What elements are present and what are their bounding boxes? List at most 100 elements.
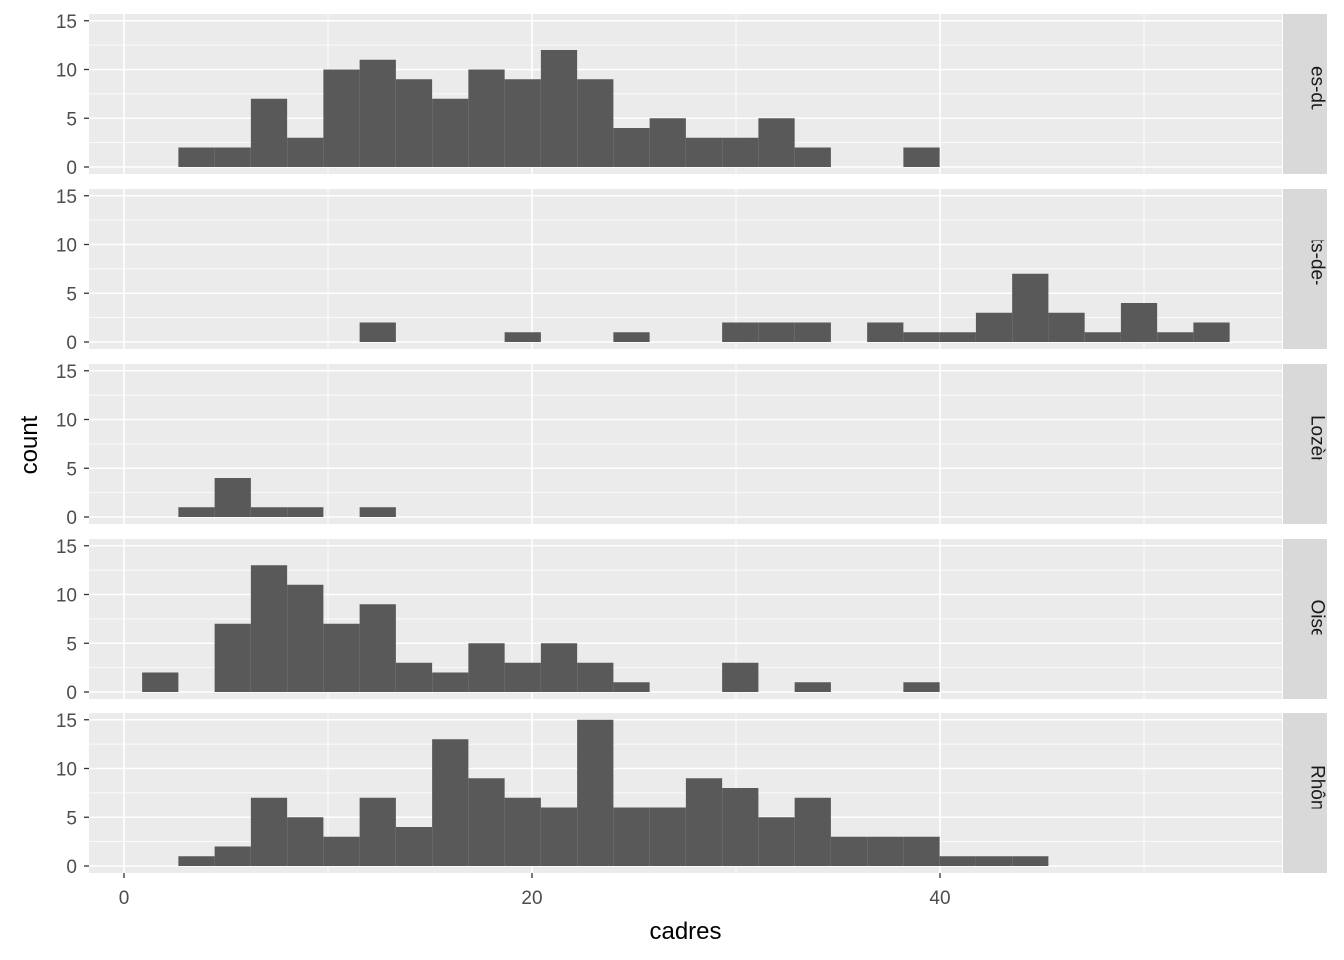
histogram-bar [287,137,324,167]
histogram-bar [504,79,541,167]
histogram-bar [359,507,396,517]
facet-panel: 0 5 10 15 Lozère [56,362,1328,529]
histogram-bar [540,50,578,167]
histogram-bar [758,322,795,342]
histogram-bar [178,507,215,517]
histogram-bar [323,623,360,692]
facet-strip-label: Bouches-du-Rhône [1307,12,1328,176]
x-tick-label: 20 [521,888,542,909]
y-tick-label: 0 [66,683,77,704]
histogram-bar [939,332,976,342]
facet-panel: 0 5 10 15 Bouches-du-Rhône [56,12,1328,179]
histogram-bar [468,778,505,866]
facet-strip-label: Oise [1307,599,1328,638]
histogram-bar [250,565,288,692]
histogram-bar [504,662,541,692]
facet-strip-label: Lozère [1307,415,1328,473]
histogram-bar [142,672,179,692]
histogram-bar [867,322,904,342]
histogram-bar [939,856,976,866]
y-tick-label: 10 [56,411,77,432]
y-tick-label: 15 [56,711,77,732]
histogram-bar [178,856,215,866]
histogram-bar [1012,856,1049,866]
histogram-bar [250,507,288,517]
histogram-bar [540,643,578,692]
histogram-bar [214,846,251,866]
histogram-bar [359,59,396,167]
histogram-bar [287,507,324,517]
histogram-bar [685,778,723,866]
facet-strip [1283,713,1327,873]
histogram-bar [504,332,541,342]
histogram-bar [758,118,795,167]
y-tick-label: 0 [66,508,77,529]
histogram-bar [649,807,686,866]
histogram-bar [613,332,650,342]
histogram-bar [178,147,215,167]
y-tick-label: 5 [66,808,77,829]
histogram-bar [287,584,324,692]
facet-strip [1283,364,1327,524]
histogram-bar [1193,322,1230,342]
histogram-bar [975,312,1013,342]
facet-panel: 0 5 10 15 Rhône [56,711,1328,878]
y-tick-label: 15 [56,187,77,208]
histogram-bar [359,322,396,342]
y-tick-label: 10 [56,760,77,781]
histogram-bar [250,98,288,167]
histogram-bar [1157,332,1194,342]
y-tick-label: 10 [56,586,77,607]
histogram-bar [903,682,940,692]
histogram-bar [214,623,251,692]
y-tick-label: 5 [66,109,77,130]
facet-panel: 0 5 10 15 Oise [56,537,1328,704]
y-tick-label: 5 [66,459,77,480]
x-tick-label: 0 [119,888,130,909]
histogram-bar [613,128,650,167]
x-axis-title: cadres [649,918,721,945]
histogram-bar [577,719,614,866]
y-tick-label: 10 [56,61,77,82]
histogram-bar [1048,312,1085,342]
y-tick-label: 15 [56,12,77,33]
histogram-bar [359,797,396,866]
y-axis-title: count [16,415,43,474]
histogram-bar [794,322,831,342]
histogram-bar [395,827,433,866]
histogram-bar [250,797,288,866]
histogram-bar [649,118,686,167]
y-tick-label: 0 [66,333,77,354]
histogram-bar [432,98,469,167]
histogram-bar [1084,332,1121,342]
histogram-bar [540,807,578,866]
histogram-bar [722,662,759,692]
histogram-bar [903,836,940,866]
histogram-bar [468,643,505,692]
histogram-bar [685,137,723,167]
x-tick-label: 40 [929,888,950,909]
histogram-bar [287,817,324,866]
histogram-bar [613,807,650,866]
facet-panels: 0 5 10 15 Bouches-du-Rhône 0 5 10 15 Hauts-de-Sei… [56,12,1328,878]
y-tick-label: 10 [56,236,77,257]
histogram-bar [395,79,433,167]
histogram-bar [504,797,541,866]
histogram-bar [613,682,650,692]
histogram-bar [1120,303,1158,342]
histogram-bar [722,788,759,866]
histogram-bar [214,147,251,167]
facet-strip-label: Rhône [1307,765,1328,821]
histogram-bar [758,817,795,866]
facet-strip [1283,539,1327,699]
histogram-bar [214,478,251,517]
histogram-bar [794,682,831,692]
facet-strip [1283,189,1327,349]
histogram-bar [468,69,505,167]
histogram-bar [1012,273,1049,342]
y-tick-label: 5 [66,284,77,305]
y-tick-label: 15 [56,537,77,558]
histogram-bar [359,604,396,692]
histogram-bar [903,332,940,342]
